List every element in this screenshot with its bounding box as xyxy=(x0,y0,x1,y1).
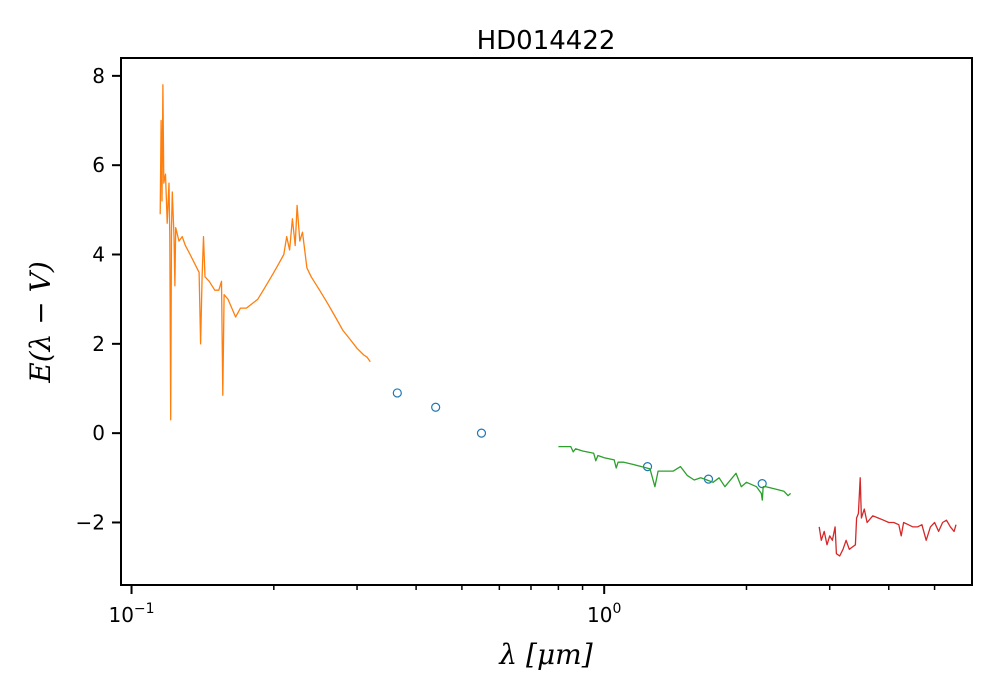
x-axis-label: λ [μm] xyxy=(498,638,592,671)
series-line-3 xyxy=(818,477,957,557)
y-axis-label: E(λ − V) xyxy=(24,261,57,384)
plot-area xyxy=(159,84,957,557)
y-tick-label: 4 xyxy=(92,243,105,267)
y-axis: −2 0 2 4 6 8 xyxy=(76,64,121,534)
chart-title: HD014422 xyxy=(477,26,616,56)
series-line-0 xyxy=(159,84,371,421)
data-point xyxy=(476,428,487,438)
y-tick-label: 8 xyxy=(92,64,105,88)
data-point xyxy=(757,479,767,489)
x-axis: 10−1 100 xyxy=(108,585,936,627)
x-tick-label: 10−1 xyxy=(108,601,154,627)
plot-frame xyxy=(120,57,973,586)
x-tick-label: 100 xyxy=(587,601,621,627)
y-tick-label: 2 xyxy=(92,332,105,356)
y-tick-label: 6 xyxy=(92,153,105,177)
series-line-2 xyxy=(558,445,792,501)
data-point xyxy=(431,402,441,412)
data-point xyxy=(392,388,402,398)
y-tick-label: −2 xyxy=(76,510,105,534)
y-tick-label: 0 xyxy=(92,421,105,445)
